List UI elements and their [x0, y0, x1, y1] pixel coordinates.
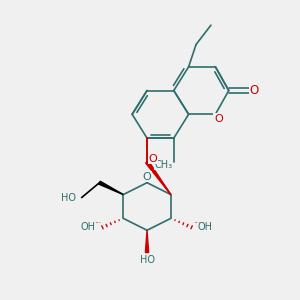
Text: O: O: [143, 172, 152, 182]
Polygon shape: [146, 230, 149, 253]
Text: O: O: [214, 114, 223, 124]
Text: OH: OH: [197, 222, 212, 232]
Text: O: O: [148, 154, 157, 164]
Polygon shape: [146, 161, 171, 195]
Text: HO: HO: [61, 193, 76, 202]
Text: HO: HO: [140, 255, 154, 265]
Text: O: O: [249, 84, 259, 97]
Text: OH: OH: [80, 222, 95, 232]
Text: ···: ···: [94, 219, 101, 228]
Text: ···: ···: [193, 219, 200, 228]
Polygon shape: [99, 181, 123, 195]
Text: CH₃: CH₃: [154, 160, 172, 170]
